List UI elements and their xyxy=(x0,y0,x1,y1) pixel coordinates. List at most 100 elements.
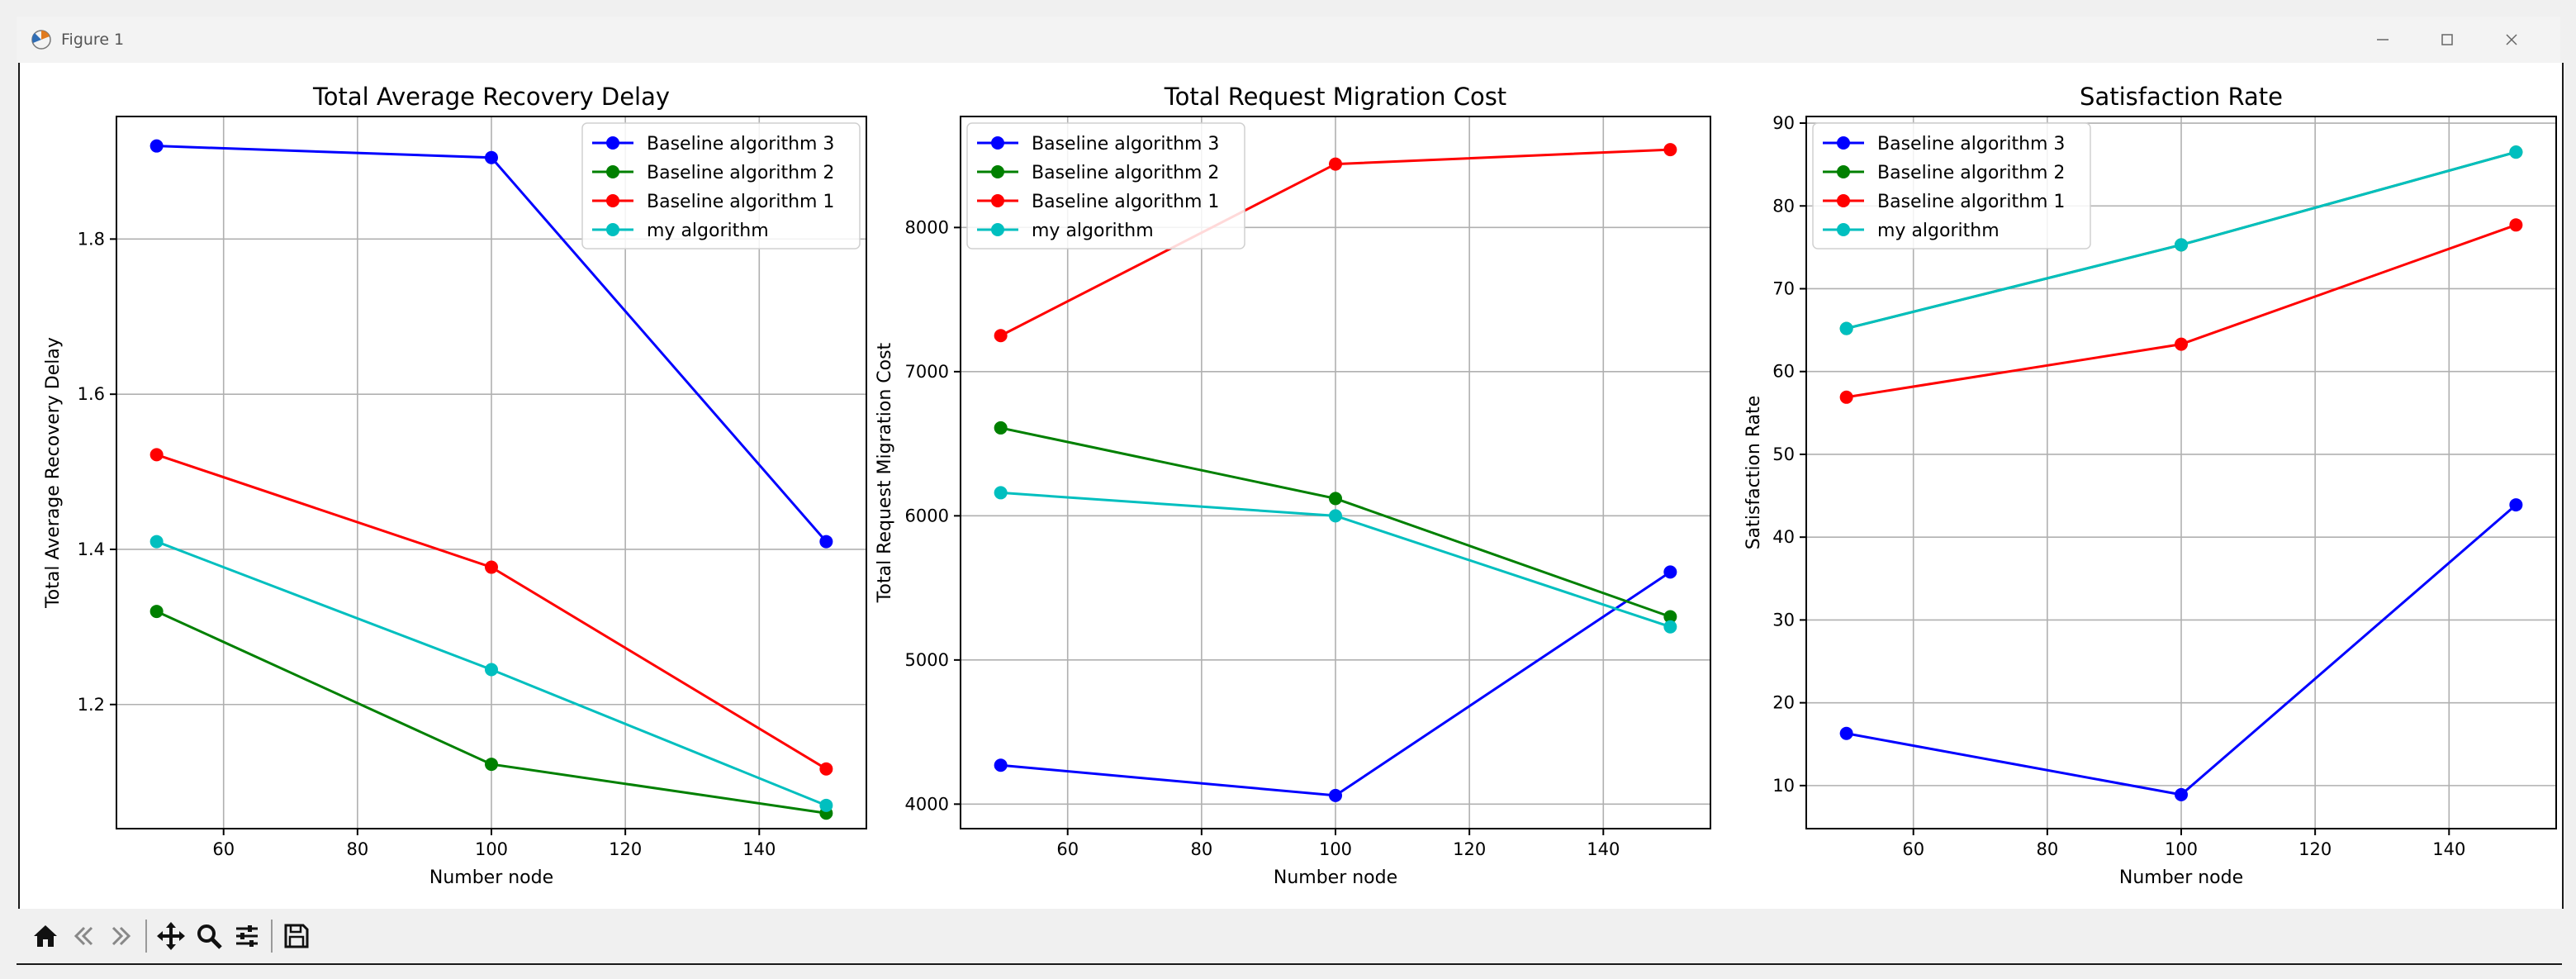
legend-marker xyxy=(1837,136,1850,150)
matplotlib-icon xyxy=(31,30,51,50)
x-tick-label: 100 xyxy=(475,839,508,859)
data-point xyxy=(994,758,1008,772)
close-icon xyxy=(2506,34,2517,45)
y-tick-label: 1.4 xyxy=(78,539,105,559)
y-axis-label: Total Average Recovery Delay xyxy=(43,337,64,609)
data-point xyxy=(1839,726,1853,740)
legend-entry: my algorithm xyxy=(647,221,769,241)
legend-entry: Baseline algorithm 2 xyxy=(647,163,834,183)
data-point xyxy=(2509,145,2523,159)
y-tick-label: 70 xyxy=(1772,278,1795,298)
data-point xyxy=(1329,492,1342,506)
navigation-toolbar xyxy=(17,909,2560,963)
legend-marker xyxy=(1837,223,1850,236)
x-tick-label: 80 xyxy=(1190,839,1212,859)
chart-title: Total Request Migration Cost xyxy=(1164,83,1506,111)
y-tick-label: 4000 xyxy=(905,794,949,814)
legend-marker xyxy=(991,165,1004,178)
save-button[interactable] xyxy=(278,915,315,957)
legend-entry: Baseline algorithm 1 xyxy=(1032,192,1219,212)
save-icon xyxy=(284,924,309,948)
legend-entry: Baseline algorithm 3 xyxy=(647,134,834,154)
legend-frame xyxy=(1812,122,2091,250)
chart-title: Satisfaction Rate xyxy=(2080,83,2283,111)
legend-frame xyxy=(966,122,1245,250)
data-point xyxy=(994,486,1008,500)
subplot-3: 60 80 100 120 140 10 20 30 40 50 60 70 80 90 Satisfact… xyxy=(1743,83,2557,888)
legend-frame xyxy=(581,122,861,250)
home-button[interactable] xyxy=(26,915,64,957)
legend-marker xyxy=(1837,194,1850,207)
data-point xyxy=(2509,218,2523,232)
data-point xyxy=(1839,390,1853,404)
x-tick-label: 140 xyxy=(742,839,776,859)
legend-marker xyxy=(606,165,619,178)
pan-button[interactable] xyxy=(152,915,190,957)
back-icon xyxy=(74,926,93,946)
y-tick-label: 10 xyxy=(1772,776,1795,796)
legend-marker xyxy=(606,136,619,150)
data-point xyxy=(819,762,833,776)
x-tick-label: 120 xyxy=(2298,839,2332,859)
zoom-icon xyxy=(197,924,222,949)
back-button[interactable] xyxy=(64,915,102,957)
y-tick-label: 7000 xyxy=(905,362,949,382)
legend-entry: Baseline algorithm 2 xyxy=(1877,163,2065,183)
data-point xyxy=(149,448,164,462)
home-icon xyxy=(34,925,57,947)
data-point xyxy=(485,663,498,677)
legend-marker xyxy=(606,223,619,236)
y-tick-label: 1.8 xyxy=(78,229,105,249)
data-point xyxy=(1329,157,1342,171)
data-point xyxy=(1663,565,1677,579)
legend-marker xyxy=(1837,165,1850,178)
legend-entry: Baseline algorithm 3 xyxy=(1032,134,1219,154)
data-point xyxy=(1329,788,1342,802)
toolbar-separator xyxy=(145,920,147,953)
subplot-2: 60 80 100 120 140 4000 5000 6000 7000 8000 Total R… xyxy=(875,83,1711,888)
maximize-icon xyxy=(2441,34,2453,45)
minimize-icon xyxy=(2377,39,2389,40)
y-tick-label: 5000 xyxy=(905,650,949,670)
maximize-button[interactable] xyxy=(2415,17,2479,63)
y-tick-label: 60 xyxy=(1772,362,1795,382)
configure-subplots-button[interactable] xyxy=(228,915,266,957)
y-tick-label: 1.6 xyxy=(78,384,105,404)
y-tick-label: 20 xyxy=(1772,693,1795,713)
x-tick-label: 140 xyxy=(2432,839,2465,859)
y-axis-label: Total Request Migration Cost xyxy=(875,342,895,603)
window-bottom-border xyxy=(17,963,2562,965)
minimize-button[interactable] xyxy=(2351,17,2415,63)
y-tick-label: 90 xyxy=(1772,113,1795,133)
figure-canvas: 60 80 100 120 140 1.2 1.4 1.6 1.8 Total Average R… xyxy=(18,63,2564,909)
data-point xyxy=(2509,498,2523,512)
data-point xyxy=(1663,610,1677,624)
data-point xyxy=(1329,509,1342,523)
configure-subplots-icon xyxy=(236,925,258,947)
x-tick-label: 120 xyxy=(609,839,642,859)
zoom-button[interactable] xyxy=(190,915,228,957)
data-point xyxy=(1663,620,1677,634)
figure-svg: 60 80 100 120 140 1.2 1.4 1.6 1.8 Total Average R… xyxy=(43,83,2557,888)
data-point xyxy=(485,560,498,574)
legend-entry: Baseline algorithm 2 xyxy=(1032,163,1219,183)
x-tick-label: 80 xyxy=(346,839,368,859)
x-tick-label: 120 xyxy=(1453,839,1486,859)
data-point xyxy=(819,798,833,812)
forward-button[interactable] xyxy=(102,915,140,957)
y-tick-label: 1.2 xyxy=(78,695,105,715)
x-tick-label: 80 xyxy=(2036,839,2058,859)
x-tick-label: 140 xyxy=(1587,839,1620,859)
y-axis-label: Satisfaction Rate xyxy=(1743,396,1764,550)
legend-marker xyxy=(606,194,619,207)
legend: Baseline algorithm 3 Baseline algorithm 2… xyxy=(581,122,861,250)
pan-icon xyxy=(157,922,185,950)
data-point xyxy=(149,535,164,549)
x-axis-label: Number node xyxy=(2119,867,2243,888)
x-tick-label: 100 xyxy=(2165,839,2198,859)
chart-title: Total Average Recovery Delay xyxy=(312,83,670,111)
y-tick-label: 40 xyxy=(1772,527,1795,547)
close-button[interactable] xyxy=(2479,17,2544,63)
y-tick-label: 6000 xyxy=(905,506,949,525)
